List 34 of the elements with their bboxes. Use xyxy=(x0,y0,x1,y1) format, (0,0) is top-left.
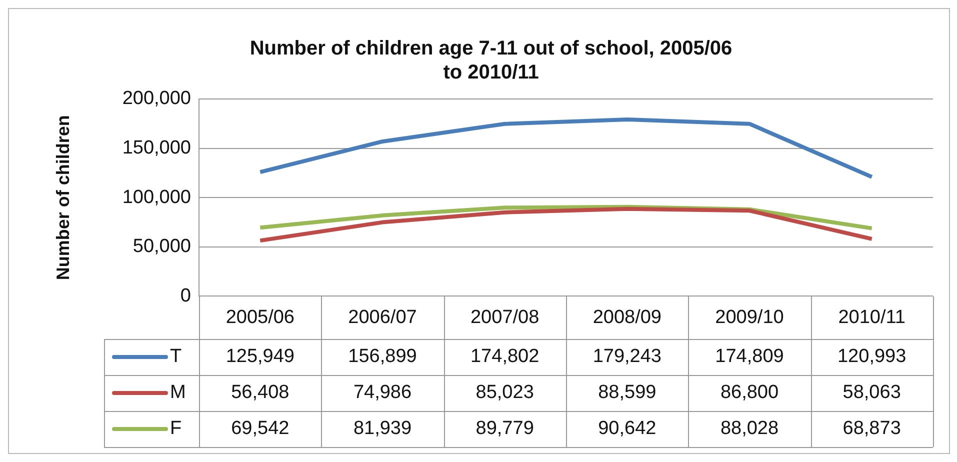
chart-title: Number of children age 7-11 out of school, 2005/06 to 2010/11 xyxy=(250,38,732,84)
y-tick-label: 100,000 xyxy=(122,186,191,208)
x-tick-label: 2008/09 xyxy=(592,306,662,328)
data-label: 74,986 xyxy=(353,382,412,404)
data-label: 85,023 xyxy=(476,382,534,404)
x-tick-label: 2010/11 xyxy=(838,306,906,328)
y-tick-label: 200,000 xyxy=(122,88,191,110)
legend-label: M xyxy=(170,382,186,404)
data-label: 120,993 xyxy=(837,346,906,368)
legend-label: T xyxy=(170,346,182,368)
data-label: 90,642 xyxy=(598,418,656,440)
y-tick-label: 150,000 xyxy=(122,138,191,159)
data-label: 88,599 xyxy=(598,382,656,404)
data-label: 58,063 xyxy=(842,382,901,404)
data-label: 69,542 xyxy=(231,418,290,440)
data-label: 86,800 xyxy=(720,382,779,404)
data-label: 179,243 xyxy=(592,346,662,368)
x-tick-label: 2005/06 xyxy=(226,306,295,328)
data-label: 88,028 xyxy=(720,418,779,440)
data-label: 174,802 xyxy=(470,346,540,368)
y-tick-label: 50,000 xyxy=(132,236,191,258)
x-tick-label: 2007/08 xyxy=(470,306,540,328)
data-label: 125,949 xyxy=(226,346,295,368)
legend-label: F xyxy=(170,418,182,440)
data-label: 174,809 xyxy=(715,346,784,368)
x-tick-label: 2009/10 xyxy=(715,306,784,328)
x-tick-label: 2006/07 xyxy=(348,306,417,328)
data-label: 156,899 xyxy=(348,346,417,368)
data-label: 56,408 xyxy=(231,382,290,404)
y-tick-label: 0 xyxy=(180,285,191,306)
y-axis-title: Number of children xyxy=(52,115,73,280)
data-label: 81,939 xyxy=(353,418,412,440)
data-label: 68,873 xyxy=(842,418,901,440)
data-label: 89,779 xyxy=(476,418,534,440)
